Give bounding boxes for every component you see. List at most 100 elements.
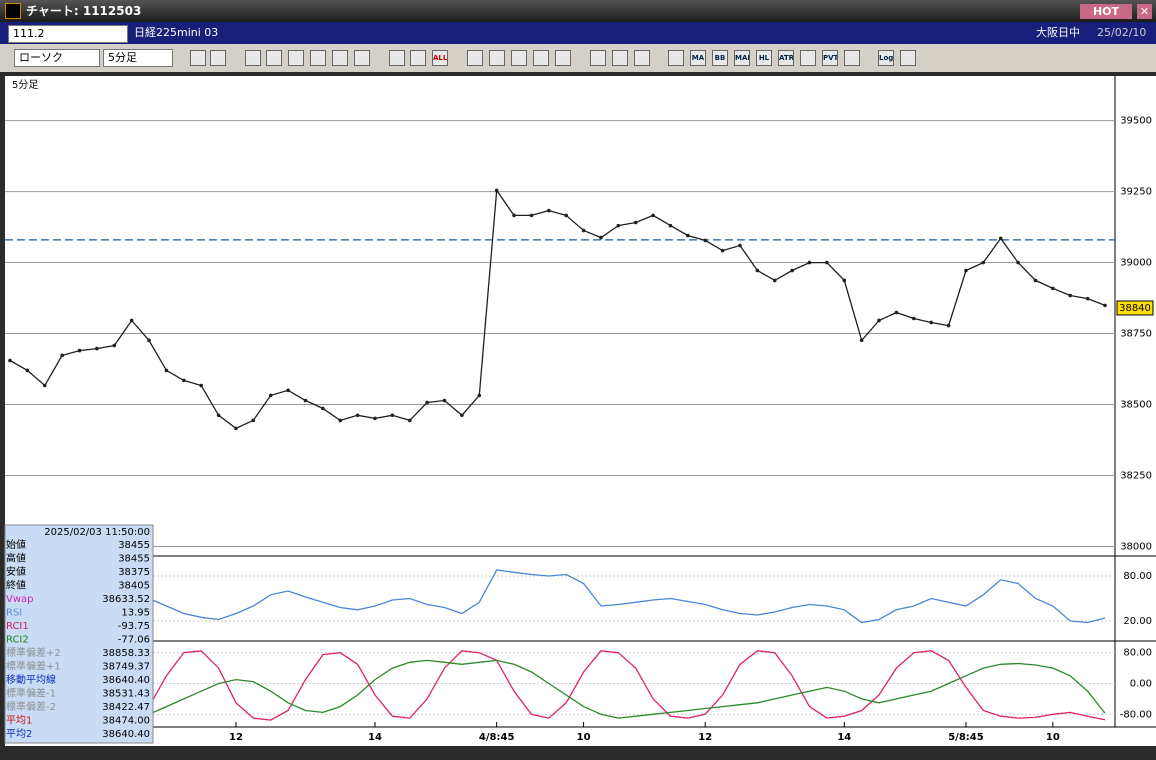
series-line	[9, 188, 1106, 430]
price-point	[772, 278, 777, 283]
x-tick-label: 14	[368, 732, 382, 743]
x-tick-label: 10	[577, 732, 591, 743]
info-label: RCI1	[6, 621, 29, 632]
tool-icon[interactable]	[266, 50, 282, 66]
price-point	[199, 383, 203, 388]
price-point	[738, 243, 742, 248]
price-point	[268, 393, 273, 398]
price-point	[182, 378, 186, 383]
tool-icon[interactable]	[634, 50, 650, 66]
instrument: 日経225mini 03	[134, 26, 219, 39]
hot-button[interactable]: HOT	[1080, 4, 1132, 19]
y-tick-label: 80.00	[1123, 648, 1152, 659]
tool-button[interactable]: HL	[756, 50, 772, 66]
price-point	[1016, 260, 1020, 265]
price-point	[616, 223, 621, 228]
panel-title: 5分足	[12, 79, 38, 91]
y-tick-label: -80.00	[1120, 709, 1152, 720]
price-point	[1068, 293, 1073, 298]
price-point	[529, 213, 534, 218]
price-point	[60, 353, 64, 358]
info-value: 38640.40	[102, 675, 150, 686]
price-point	[790, 268, 794, 273]
price-point	[825, 260, 829, 265]
price-point	[912, 316, 916, 321]
info-value: 38455	[118, 554, 150, 565]
tool-icon[interactable]	[900, 50, 916, 66]
close-button[interactable]: ✕	[1137, 4, 1152, 19]
price-point	[164, 368, 169, 373]
tool-button[interactable]: MA	[690, 50, 706, 66]
price-point	[425, 400, 429, 405]
info-label: 標準偏差-1	[6, 687, 56, 700]
price-point	[668, 223, 673, 228]
tool-button[interactable]: ATR	[778, 50, 794, 66]
tool-icon[interactable]	[467, 50, 483, 66]
price-point	[877, 318, 881, 323]
price-point	[216, 413, 221, 418]
tool-icon[interactable]	[354, 50, 370, 66]
price-point	[633, 220, 638, 225]
tool-icon[interactable]	[410, 50, 426, 66]
tool-button[interactable]: MAE	[734, 50, 750, 66]
tool-icon[interactable]	[190, 50, 206, 66]
tool-icon[interactable]	[245, 50, 261, 66]
info-label: RCI2	[6, 635, 29, 646]
price-point	[720, 248, 725, 253]
tool-icon[interactable]	[800, 50, 816, 66]
tool-icon[interactable]	[668, 50, 684, 66]
tool-button[interactable]: BB	[712, 50, 728, 66]
tool-icon[interactable]	[389, 50, 405, 66]
app-icon	[5, 3, 21, 19]
y-tick-label: 38250	[1120, 471, 1152, 482]
y-tick-label: 38750	[1120, 329, 1152, 340]
tool-icon[interactable]	[555, 50, 571, 66]
y-tick-label: 38500	[1120, 400, 1152, 411]
interval-select[interactable]: 5分足	[103, 49, 173, 67]
tool-icon[interactable]	[844, 50, 860, 66]
tool-icon[interactable]	[288, 50, 304, 66]
info-value: 38633.52	[102, 594, 150, 605]
price-point	[442, 398, 447, 403]
info-label: Vwap	[6, 594, 34, 605]
symbol-bar: 111.2 日経225mini 03 大阪日中 25/02/10	[0, 22, 1156, 44]
info-label: 始値	[6, 538, 26, 551]
price-point	[251, 418, 256, 423]
tool-icon[interactable]	[612, 50, 628, 66]
info-datetime: 2025/02/03 11:50:00	[44, 527, 150, 538]
code-input[interactable]: 111.2	[8, 25, 128, 43]
x-tick-label: 4/8:45	[479, 732, 515, 743]
y-tick-label: 38000	[1120, 541, 1152, 552]
tool-icon[interactable]	[332, 50, 348, 66]
x-tick-label: 12	[698, 732, 712, 743]
info-value: 38455	[118, 540, 150, 551]
price-point	[112, 343, 117, 348]
tool-icon[interactable]	[489, 50, 505, 66]
tool-icon[interactable]	[210, 50, 226, 66]
style-select[interactable]: ローソク	[14, 49, 100, 67]
tool-icon[interactable]	[310, 50, 326, 66]
tool-icon[interactable]	[533, 50, 549, 66]
price-point	[390, 413, 395, 418]
y-tick-label: 20.00	[1123, 616, 1152, 627]
price-point	[547, 208, 551, 213]
price-point	[564, 213, 568, 218]
tool-button[interactable]: PVT	[822, 50, 838, 66]
tool-icon[interactable]	[511, 50, 527, 66]
price-point	[981, 260, 986, 265]
price-point	[321, 406, 325, 411]
tool-button[interactable]: Log	[878, 50, 894, 66]
tool-icon[interactable]	[590, 50, 606, 66]
info-background	[4, 524, 154, 744]
price-point	[512, 213, 516, 218]
info-label: 標準偏差+1	[6, 660, 61, 673]
info-value: 38640.40	[102, 729, 150, 740]
info-label: 高値	[6, 552, 26, 565]
date: 25/02/10	[1097, 26, 1147, 39]
price-point	[842, 278, 847, 283]
price-point	[703, 238, 708, 243]
tool-button[interactable]: ALL	[432, 50, 448, 66]
price-point	[946, 323, 951, 328]
